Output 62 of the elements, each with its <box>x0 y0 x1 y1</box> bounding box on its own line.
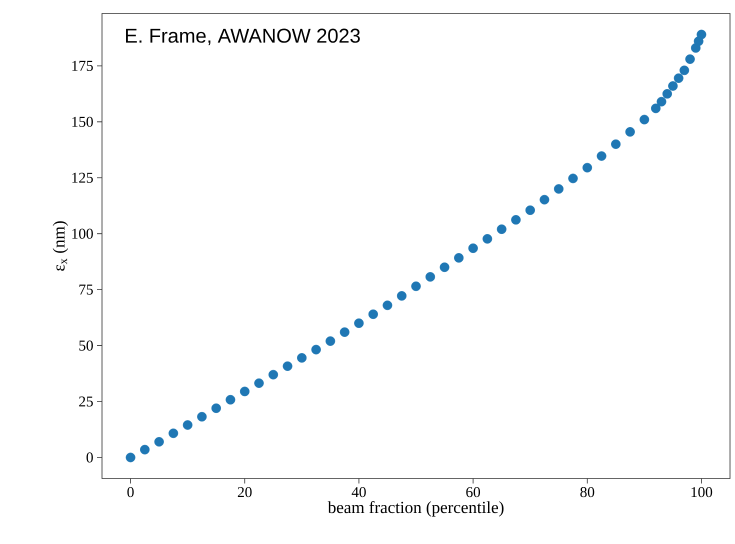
point <box>568 174 578 184</box>
annotation: E. Frame, AWANOW 2023 <box>126 28 360 46</box>
point <box>168 428 178 438</box>
point <box>482 234 492 244</box>
x-tick-label: 0 <box>127 487 134 498</box>
point <box>126 452 136 462</box>
x-axis-title: beam fraction (percentile) <box>328 501 504 517</box>
point <box>454 253 464 263</box>
point <box>311 344 321 354</box>
point <box>468 243 478 254</box>
y-tick-label: 75 <box>79 284 93 295</box>
point <box>525 205 535 215</box>
y-tick-label: 175 <box>72 60 93 71</box>
point <box>226 394 236 405</box>
point <box>656 96 666 106</box>
x-tick-label: 20 <box>238 487 252 498</box>
point <box>282 361 292 371</box>
point <box>662 89 672 99</box>
point <box>511 215 521 225</box>
x-tick-label: 40 <box>352 487 366 498</box>
point <box>582 162 592 172</box>
point <box>596 151 606 161</box>
point <box>396 291 407 301</box>
point <box>696 30 706 40</box>
point <box>254 378 264 388</box>
point <box>382 300 392 310</box>
y-tick-label: 0 <box>86 452 93 463</box>
point <box>182 420 192 430</box>
point <box>650 104 661 114</box>
point <box>354 318 364 328</box>
point <box>425 272 436 282</box>
point <box>554 184 564 194</box>
point <box>240 386 250 396</box>
point <box>625 127 635 137</box>
point <box>680 66 690 76</box>
y-tick-label: 150 <box>72 116 93 127</box>
y-axis-title: ε$_{x}$ (nm) <box>52 221 68 271</box>
y-tick-label: 100 <box>72 228 93 239</box>
y-tick-label: 25 <box>79 396 93 407</box>
x-tick-label: 60 <box>466 487 480 498</box>
point <box>268 370 278 380</box>
point <box>496 224 506 234</box>
x-tick-label: 100 <box>692 487 712 498</box>
point <box>674 73 684 83</box>
y-tick-label: 125 <box>72 172 93 183</box>
point <box>611 139 621 149</box>
point <box>326 336 336 346</box>
point <box>140 444 150 454</box>
point <box>640 114 650 124</box>
point <box>685 54 695 64</box>
point <box>440 262 450 272</box>
point <box>411 281 421 292</box>
point <box>154 437 164 447</box>
point <box>197 412 207 422</box>
point <box>368 309 378 320</box>
point <box>668 81 678 91</box>
point <box>540 194 550 204</box>
point <box>211 403 221 414</box>
x-tick-label: 80 <box>580 487 594 498</box>
point <box>340 327 350 337</box>
y-tick-label: 50 <box>79 340 93 351</box>
point <box>297 353 307 363</box>
